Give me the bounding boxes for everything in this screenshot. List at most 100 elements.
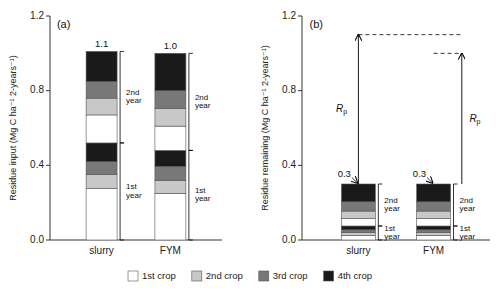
bracket-line [120,143,124,240]
y-tick [298,90,302,91]
bar-segment [417,226,451,230]
bracket-label: 1styear [460,224,476,242]
legend-item: 1st crop [128,270,176,281]
bar-segment [341,184,375,202]
bar-segment [417,184,451,202]
bar-segment [417,202,451,211]
bar-segment [341,202,375,211]
bracket-line [454,226,458,240]
bracket-label: 1styear [195,186,211,204]
y-tick [46,90,50,91]
y-tick-label: 0.8 [282,84,296,95]
bracket: 1styear [378,224,400,242]
bar-segment [86,143,117,162]
bracket-line [378,226,382,240]
bar-segment [86,115,117,143]
panel-title: (b) [310,18,323,30]
total-arrow [352,178,358,183]
y-tick [46,240,50,241]
rp-level-line [434,53,462,54]
bracket-label: 2ndyear [460,196,476,214]
bar-segment [155,180,186,193]
bar-segment [86,189,117,240]
y-axis-line [50,16,51,240]
total-arrow [427,178,433,183]
y-tick-label: 0.8 [30,84,44,95]
rp-arrow [461,53,462,184]
legend-swatch [128,271,138,281]
bar-segment [155,108,186,126]
bar-segment [86,81,117,98]
bar-segment [341,226,375,230]
legend-label: 2nd crop [206,270,243,281]
bracket-label: 1styear [126,182,142,200]
y-axis-line [302,16,303,240]
bracket-label: 2ndyear [195,93,211,111]
total-label: 1.1 [95,38,108,49]
bracket-line [378,184,382,226]
bar-segment [417,230,451,233]
bracket: 1styear [189,150,211,240]
x-tick-label: slurry [346,245,370,256]
bracket-label: 2ndyear [126,88,142,106]
total-label: 0.3 [338,168,351,179]
bracket-line [189,53,193,150]
bracket: 2ndyear [120,51,142,142]
bar-segment [155,53,186,90]
y-tick [46,16,50,17]
x-tick-label: FYM [160,245,181,256]
rp-label: Rp [469,112,480,125]
bar-segment [155,126,186,150]
total-label: 0.3 [413,168,426,179]
y-tick [298,165,302,166]
rp-label: Rp [336,103,347,116]
bar-segment [417,211,451,218]
y-tick-label: 0.0 [282,234,296,245]
y-tick [298,16,302,17]
y-tick [46,165,50,166]
bar-segment [155,150,186,166]
x-tick-label: slurry [89,245,113,256]
bar-segment [341,219,375,226]
y-axis-label: Residue remaining (Mg C ha⁻¹ 2-years⁻¹) [260,45,270,211]
bracket: 2ndyear [189,53,211,150]
legend-label: 1st crop [142,270,176,281]
bracket: 1styear [454,224,476,242]
legend-swatch [324,271,334,281]
bar-segment [341,233,375,236]
legend-label: 3rd crop [273,270,308,281]
bar-segment [155,91,186,109]
legend-item: 3rd crop [259,270,308,281]
panel: 0.00.40.81.2slurryFYMResidue input (Mg C… [8,10,222,256]
y-tick-label: 1.2 [30,10,44,21]
y-tick-label: 0.0 [30,234,44,245]
legend: 1st crop 2nd crop 3rd crop 4th crop [128,270,372,281]
y-tick [298,240,302,241]
bar-segment [86,51,117,81]
bracket-label: 1styear [384,224,400,242]
y-axis-label: Residue input (Mg C ha⁻¹ 2-years⁻¹) [8,55,18,201]
legend-swatch [259,271,269,281]
y-tick-label: 1.2 [282,10,296,21]
bars [86,51,186,240]
legend-swatch [192,271,202,281]
panel: 0.00.40.81.2slurryFYMResidue remaining (… [260,10,490,256]
rp-arrow [358,35,359,184]
bracket-line [454,184,458,226]
legend-item: 4th crop [324,270,372,281]
bracket: 1styear [120,143,142,240]
x-tick-label: FYM [423,245,444,256]
bracket-label: 2ndyear [384,196,400,214]
chart: 0.00.40.81.2slurryFYMResidue input (Mg C… [0,0,500,291]
bracket: 2ndyear [378,184,400,226]
total-label: 1.0 [164,40,177,51]
rp-level-line [358,34,461,35]
bar-segment [86,162,117,175]
bracket-line [189,150,193,240]
bracket: 2ndyear [454,184,476,226]
bar-segment [417,233,451,236]
bar-segment [417,219,451,226]
x-axis-line [50,240,222,241]
bar-segment [417,235,451,240]
legend-item: 2nd crop [192,270,243,281]
